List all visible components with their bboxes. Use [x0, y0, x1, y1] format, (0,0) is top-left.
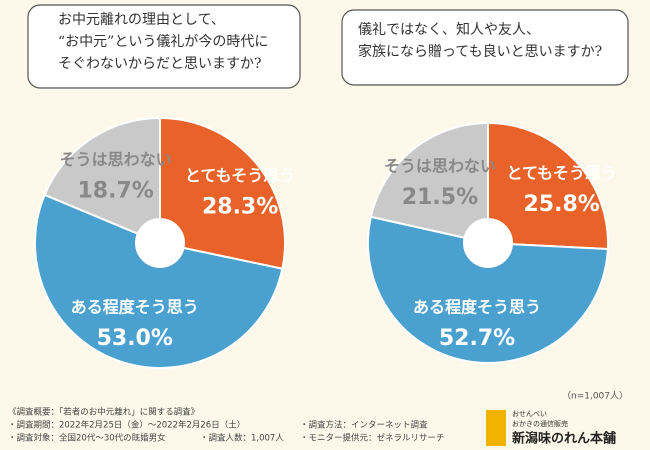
value-label: 52.7% [439, 326, 515, 351]
note: 《調査概要：「若者のお中元離れ」に関する調査》 [8, 407, 199, 418]
donut-hole [135, 218, 185, 268]
value-label: 53.0% [97, 326, 173, 351]
value-label: 25.8% [523, 192, 599, 217]
note: ・調査期間：2022年2月25日（金）～2022年2月26日（土） [8, 420, 245, 431]
value-label: 28.3% [202, 195, 278, 220]
slice-label: そうは思わない [384, 157, 496, 176]
pie-slice [159, 116, 286, 270]
question-text: 家族になら贈っても良いと思いますか? [358, 43, 602, 60]
question-text: お中元離れの理由として、 [58, 11, 225, 28]
pie-slice [369, 121, 489, 245]
slice-label: ある程度そう思う [413, 297, 541, 316]
pie-slice [487, 121, 609, 251]
note: ・調査対象：全国20代～30代の既婚男女 [8, 433, 166, 444]
question-bubble [27, 4, 301, 89]
logo-text: 新潟味のれん本舗 [512, 431, 616, 447]
question-text: “お中元”という儀礼が今の時代に [58, 34, 268, 50]
note: ・調査方法：インターネット調査 [300, 420, 428, 431]
pie-slice [367, 215, 609, 364]
question-text: そぐわないからだと思いますか? [58, 56, 262, 72]
value-label: 18.7% [77, 178, 153, 203]
slice-label: とてもそう思う [506, 164, 616, 183]
slice-label: ある程度そう思う [71, 298, 199, 317]
pie-slice [43, 116, 161, 245]
slice-label: そうは思わない [60, 150, 172, 169]
donut-hole [463, 218, 513, 268]
note: ・モニター提供元：ゼネラルリサーチ [300, 433, 445, 444]
question-text: 儀礼ではなく、知人や友人、 [358, 21, 540, 38]
pie-slice [34, 193, 284, 369]
note: ・調査人数：1,007人 [200, 433, 284, 444]
logo-text: おかきの通信販売 [512, 419, 568, 428]
logo-text: おせんべい [512, 410, 547, 418]
sample-size: （n=1,007人） [562, 391, 628, 402]
value-label: 21.5% [402, 185, 478, 210]
question-bubble [341, 9, 629, 86]
logo-mark [486, 410, 506, 446]
slice-label: とてもそう思う [185, 166, 295, 185]
